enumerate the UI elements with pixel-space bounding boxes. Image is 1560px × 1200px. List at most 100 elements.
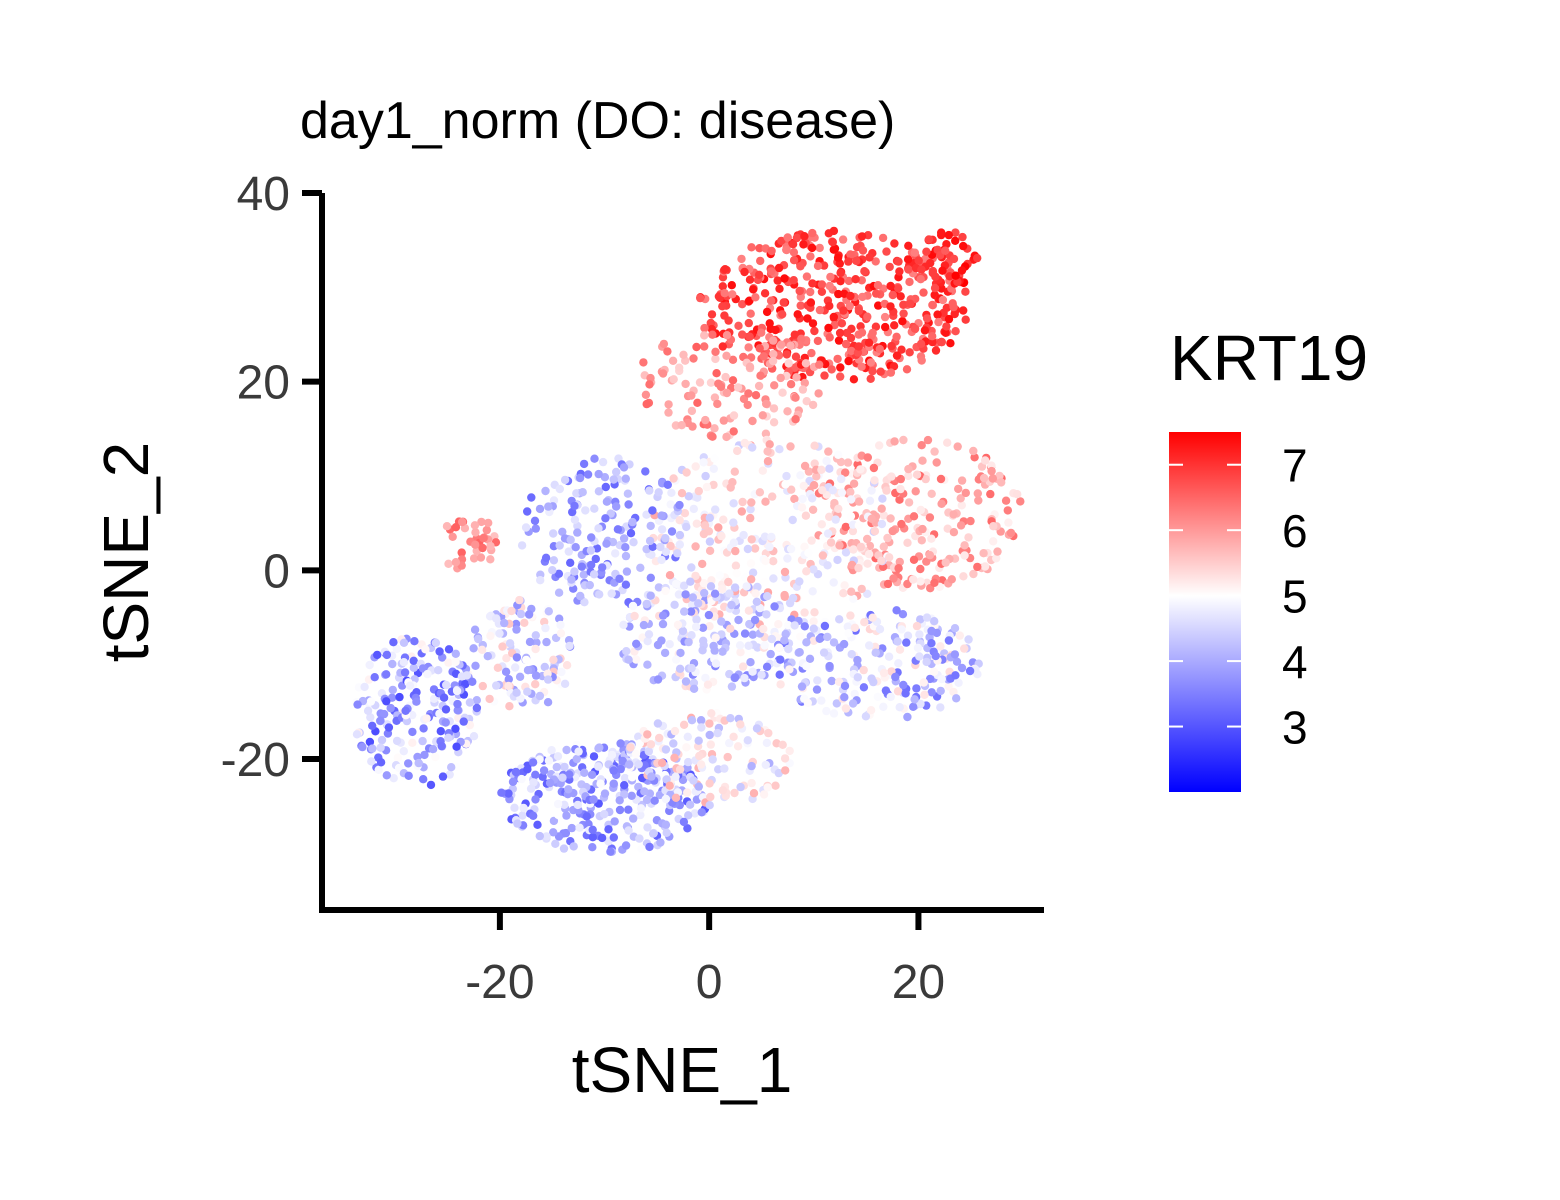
cell-point (554, 810, 563, 820)
cell-point (689, 354, 698, 363)
cell-point (676, 648, 685, 658)
cell-point (843, 622, 852, 631)
cell-point (769, 557, 778, 566)
cell-point (808, 505, 818, 514)
cell-point (570, 501, 579, 511)
cell-point (619, 463, 629, 472)
cell-point (542, 832, 551, 841)
cell-point (759, 790, 769, 799)
cell-point (657, 525, 667, 534)
cell-point (856, 542, 866, 552)
cell-point (705, 719, 714, 728)
cell-point (441, 705, 451, 714)
cell-point (558, 773, 567, 782)
cell-point (518, 811, 527, 820)
cell-point (763, 457, 773, 466)
cell-point (848, 526, 858, 536)
cell-point (808, 400, 818, 410)
cell-point (865, 496, 875, 505)
x-ticks: -20 0 20 (465, 910, 945, 1009)
cell-point (780, 636, 789, 645)
cell-point (854, 563, 863, 573)
cell-point (745, 362, 755, 371)
cell-point (778, 310, 787, 319)
cell-point (894, 564, 903, 573)
cell-point (930, 578, 939, 587)
cell-point (729, 499, 738, 508)
cell-point (863, 559, 872, 568)
cell-point (653, 675, 663, 684)
cell-point (735, 641, 745, 650)
cell-point (681, 590, 690, 599)
cell-point (457, 548, 466, 557)
cell-point (973, 489, 982, 498)
colorbar-tick-label: 5 (1282, 571, 1308, 623)
cell-point (902, 365, 912, 374)
cell-point (643, 823, 652, 832)
cell-point (685, 800, 695, 809)
cell-point (643, 660, 652, 669)
cell-point (696, 716, 706, 725)
x-tick-label: -20 (465, 956, 534, 1009)
cell-point (1006, 528, 1016, 538)
cell-point (755, 344, 764, 353)
cell-point (844, 356, 853, 366)
cell-point (595, 743, 604, 752)
cell-point (778, 388, 787, 397)
cell-point (653, 640, 663, 650)
cell-point (917, 265, 926, 274)
cell-point (789, 256, 799, 265)
cell-point (952, 657, 962, 666)
cell-point (738, 300, 747, 309)
cell-point (818, 551, 828, 560)
cell-point (817, 520, 826, 529)
cell-point (539, 766, 549, 775)
cell-point (748, 630, 757, 639)
cell-point (937, 674, 946, 684)
cell-point (705, 779, 714, 788)
cell-point (761, 429, 771, 438)
cell-point (418, 736, 427, 746)
cell-point (966, 516, 975, 526)
cell-point (728, 290, 737, 299)
cell-point (478, 543, 487, 553)
cell-point (827, 365, 836, 374)
cell-point (886, 514, 895, 523)
cell-point (600, 473, 610, 482)
cell-point (949, 510, 958, 519)
cell-point (612, 467, 621, 477)
cell-point (657, 555, 666, 565)
cell-point (748, 443, 757, 452)
cell-point (815, 360, 824, 369)
cell-point (896, 292, 905, 301)
cell-point (661, 820, 671, 829)
cell-point (665, 640, 674, 649)
cell-point (745, 619, 754, 629)
cell-point (944, 230, 953, 240)
cell-point (749, 285, 758, 294)
cell-point (981, 456, 990, 465)
cell-point (905, 348, 914, 357)
cell-point (936, 474, 946, 484)
cell-point (933, 310, 942, 319)
cell-point (965, 666, 975, 676)
cell-point (700, 521, 710, 530)
cell-point (682, 468, 691, 477)
cell-point (681, 677, 691, 686)
cell-point (755, 244, 764, 253)
cell-point (658, 619, 668, 629)
cell-point (892, 351, 902, 360)
cell-point (663, 347, 672, 356)
cell-point (699, 458, 708, 467)
cell-point (928, 337, 937, 347)
cell-point (448, 532, 457, 541)
cell-point (927, 639, 936, 648)
cell-point (746, 505, 755, 514)
cell-point (607, 750, 617, 760)
cell-point (620, 773, 630, 783)
cell-point (824, 323, 833, 333)
cell-point (684, 811, 693, 820)
cell-point (486, 631, 495, 641)
cell-point (841, 339, 851, 349)
cell-point (444, 733, 453, 742)
